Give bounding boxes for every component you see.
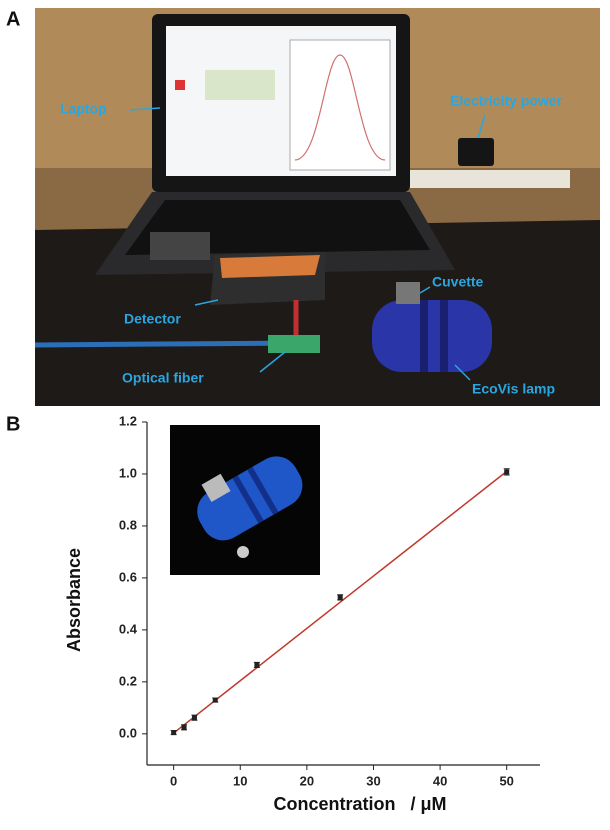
point bbox=[191, 715, 197, 721]
screen-curve bbox=[294, 54, 386, 161]
y-tick-label: 0.6 bbox=[119, 569, 137, 584]
lamp-fin bbox=[420, 300, 428, 372]
x-tick-label: 50 bbox=[499, 773, 513, 788]
screen-icon bbox=[175, 80, 185, 90]
power-strip bbox=[400, 170, 570, 188]
y-tick-label: 0.2 bbox=[119, 673, 137, 688]
y-tick-label: 0.8 bbox=[119, 517, 137, 532]
pointer bbox=[454, 364, 471, 381]
y-tick-label: 0.4 bbox=[119, 621, 138, 636]
inset-cuvette bbox=[201, 473, 231, 503]
lamp-body bbox=[372, 300, 492, 372]
y-tick-label: 1.2 bbox=[119, 413, 137, 428]
inset-lamp-fin bbox=[247, 466, 279, 515]
y-tick-label: 0.0 bbox=[119, 725, 137, 740]
photo-label: Detector bbox=[124, 311, 181, 327]
point bbox=[504, 469, 510, 475]
photo-label: Optical fiber bbox=[122, 370, 204, 386]
point bbox=[254, 662, 260, 668]
y-axis-title: Absorbance bbox=[64, 548, 84, 652]
connector bbox=[268, 335, 320, 353]
inset-foot bbox=[237, 546, 249, 558]
y-tick-label: 1.0 bbox=[119, 465, 137, 480]
pointer bbox=[419, 286, 431, 294]
cuvette-holder bbox=[396, 282, 420, 304]
x-tick-label: 30 bbox=[366, 773, 380, 788]
sticker bbox=[150, 232, 210, 260]
pointer bbox=[259, 351, 286, 373]
lamp-fin bbox=[440, 300, 448, 372]
point bbox=[171, 730, 177, 736]
panel-label: B bbox=[6, 413, 20, 435]
point bbox=[181, 724, 187, 730]
screen-plot bbox=[289, 39, 391, 171]
pointer bbox=[194, 299, 219, 306]
panel-label: A bbox=[6, 8, 20, 30]
inset-lamp bbox=[197, 456, 303, 541]
fiber bbox=[34, 340, 301, 348]
x-tick-label: 40 bbox=[433, 773, 447, 788]
photo-label: Laptop bbox=[60, 101, 107, 117]
x-axis-title: Concentration / μM bbox=[273, 794, 446, 814]
photo-label: Electricity power bbox=[450, 93, 563, 109]
point bbox=[337, 594, 343, 600]
pointer bbox=[129, 107, 161, 111]
x-tick-label: 10 bbox=[233, 773, 247, 788]
pointer bbox=[477, 114, 486, 139]
inset-photo bbox=[170, 425, 320, 575]
photo-label: Cuvette bbox=[432, 274, 484, 290]
adapter bbox=[458, 138, 494, 166]
fit-line bbox=[173, 470, 508, 734]
x-tick-label: 20 bbox=[300, 773, 314, 788]
x-tick-label: 0 bbox=[170, 773, 177, 788]
screen-blocks bbox=[205, 70, 275, 100]
photo-label: EcoVis lamp bbox=[472, 381, 555, 397]
inset-lamp-fin bbox=[232, 475, 264, 524]
point bbox=[212, 697, 218, 703]
photo: Laptop Electricity power Cuvette Detecto… bbox=[34, 8, 600, 406]
detector-top bbox=[220, 255, 320, 278]
